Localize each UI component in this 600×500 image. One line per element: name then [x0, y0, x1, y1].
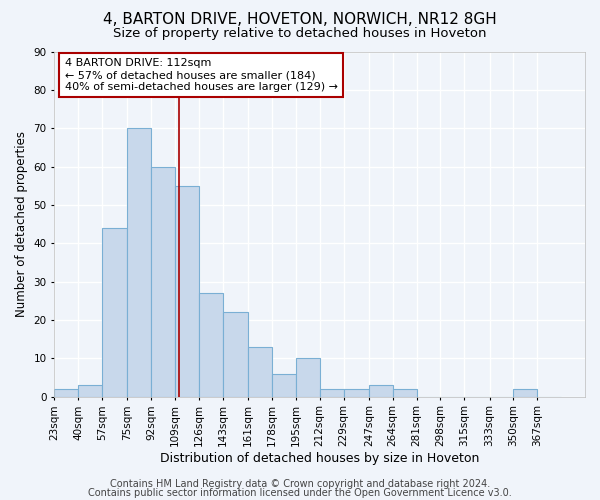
Bar [320, 389, 344, 396]
Text: Size of property relative to detached houses in Hoveton: Size of property relative to detached ho… [113, 28, 487, 40]
Text: 4, BARTON DRIVE, HOVETON, NORWICH, NR12 8GH: 4, BARTON DRIVE, HOVETON, NORWICH, NR12 … [103, 12, 497, 28]
Bar [392, 389, 416, 396]
Bar [272, 374, 296, 396]
Text: Contains HM Land Registry data © Crown copyright and database right 2024.: Contains HM Land Registry data © Crown c… [110, 479, 490, 489]
Bar [55, 389, 78, 396]
Bar [175, 186, 199, 396]
Bar [248, 347, 272, 397]
Text: Contains public sector information licensed under the Open Government Licence v3: Contains public sector information licen… [88, 488, 512, 498]
Bar [127, 128, 151, 396]
Bar [223, 312, 248, 396]
Bar [344, 389, 369, 396]
Bar [102, 228, 127, 396]
Bar [369, 385, 392, 396]
Bar [199, 293, 223, 397]
Bar [514, 389, 537, 396]
Bar [151, 166, 175, 396]
Bar [78, 385, 102, 396]
Text: 4 BARTON DRIVE: 112sqm
← 57% of detached houses are smaller (184)
40% of semi-de: 4 BARTON DRIVE: 112sqm ← 57% of detached… [65, 58, 338, 92]
Bar [296, 358, 320, 397]
Y-axis label: Number of detached properties: Number of detached properties [15, 131, 28, 317]
X-axis label: Distribution of detached houses by size in Hoveton: Distribution of detached houses by size … [160, 452, 479, 465]
